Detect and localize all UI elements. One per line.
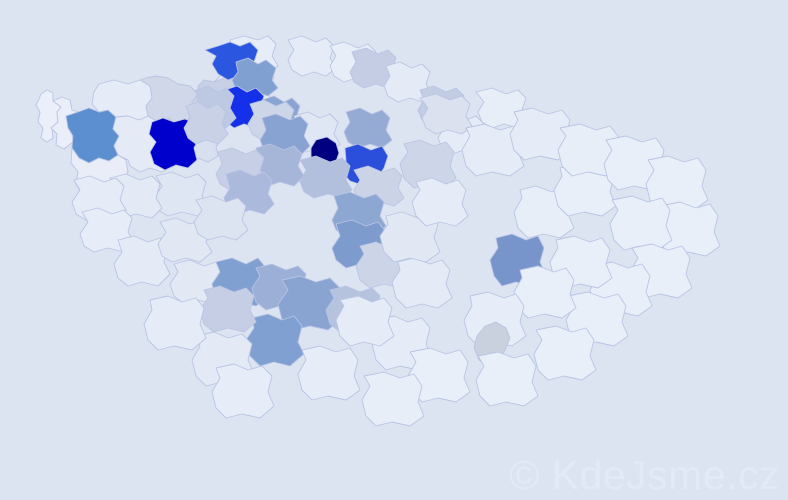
district-semily[interactable] (183, 101, 229, 145)
district-ostrava[interactable] (645, 155, 709, 211)
district-ceske-budejovice[interactable] (199, 285, 257, 333)
district-breclav[interactable] (475, 351, 539, 407)
district-trebic-s[interactable] (361, 371, 425, 427)
district-chrudim-s[interactable] (411, 177, 469, 227)
district-telc[interactable] (297, 345, 361, 401)
district-liberec-n[interactable] (231, 57, 279, 97)
districts-layer (35, 35, 721, 427)
district-sumperk[interactable] (461, 123, 525, 177)
district-jihlava[interactable] (335, 295, 395, 347)
district-zdar-nad-sazavou[interactable] (391, 257, 453, 309)
district-novy-jicin[interactable] (609, 195, 673, 251)
district-pardubice[interactable] (343, 107, 393, 149)
district-praha-zapad[interactable] (299, 155, 353, 199)
district-opava[interactable] (419, 93, 473, 135)
district-trutnov-n[interactable] (287, 35, 337, 77)
district-cheb[interactable] (50, 96, 80, 150)
district-plzen-sever[interactable] (153, 171, 209, 217)
district-rokycany[interactable] (193, 195, 249, 241)
district-kolin[interactable] (353, 165, 405, 207)
district-prachatice-s[interactable] (211, 363, 275, 419)
district-prachatice[interactable] (143, 295, 207, 351)
watermark-kdejsme: © KdeJsme.cz (509, 452, 780, 498)
district-klatovy[interactable] (113, 235, 171, 287)
district-hodonin[interactable] (533, 325, 597, 381)
district-as-cheb-tip[interactable] (35, 89, 62, 143)
